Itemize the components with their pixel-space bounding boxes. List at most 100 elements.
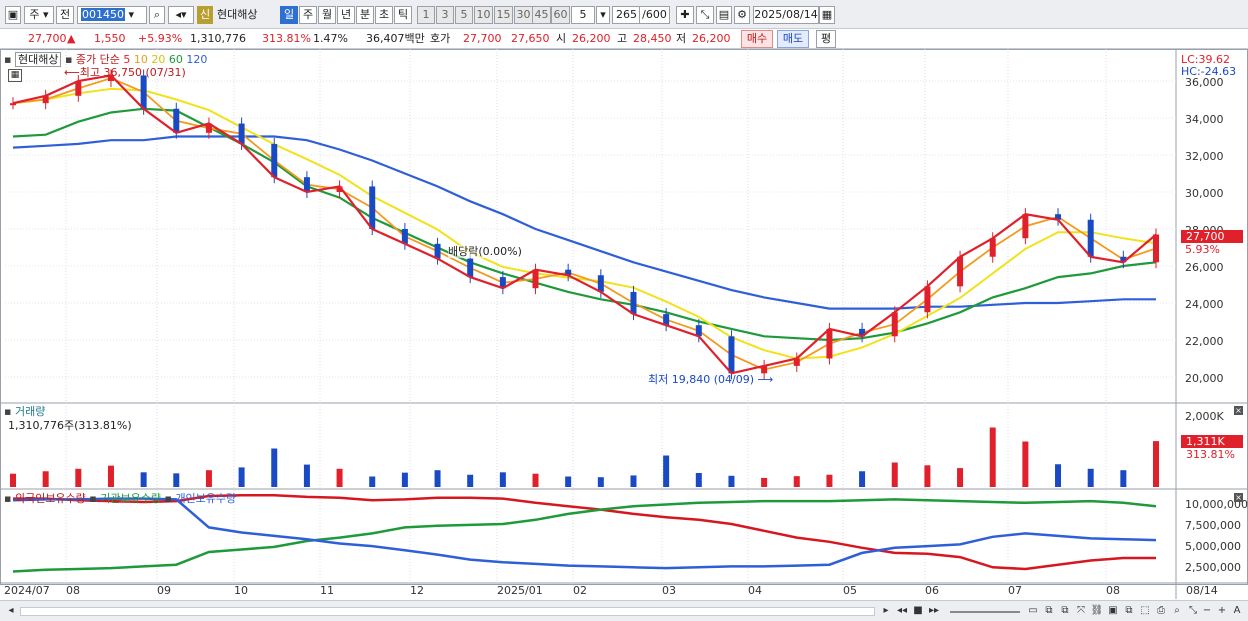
volume-bar [42,471,49,487]
period-tab-5[interactable]: 초 [375,6,393,24]
count-input[interactable]: 265 [612,6,640,24]
holding-pane-close-icon[interactable]: × [1234,493,1243,502]
speaker-icon[interactable]: ◂▾ [168,6,194,24]
volume-bar [107,465,114,487]
individual-holding-line [12,497,1157,570]
price-y-tick: 20,000 [1185,372,1224,385]
minute-preset-2[interactable]: 5 [455,6,473,24]
minute-preset-0[interactable]: 1 [417,6,435,24]
price-y-tick: 36,000 [1185,76,1224,89]
minus-icon[interactable]: − [1202,605,1212,616]
scroll-left-icon[interactable]: ◂ [8,605,14,616]
institution-holding-legend: 기관보유수량 [100,492,161,505]
copy-icon[interactable]: ⧉ [1045,605,1053,616]
volume-bar [859,471,866,487]
resize-icon[interactable]: ⤧ [1077,605,1085,616]
candle-body [205,123,212,133]
x-axis-tick: 09 [157,584,171,597]
period-tab-2[interactable]: 월 [318,6,336,24]
date-input[interactable]: 2025/08/14 [753,6,819,24]
candle-body [1055,214,1062,220]
layout-icon[interactable]: ▣ [5,6,21,24]
ma5-legend: 5 [123,53,131,66]
crop-icon[interactable]: ⬚ [1140,605,1150,616]
save-icon[interactable]: ▤ [716,6,732,24]
ma20-line [12,87,1157,360]
period-tab-4[interactable]: 분 [356,6,374,24]
minute-preset-3[interactable]: 10 [474,6,493,24]
plus-icon[interactable]: + [1217,605,1227,616]
volume-bar [924,465,931,487]
price-y-tick: 24,000 [1185,298,1224,311]
fast-forward-icon[interactable]: ▸▸ [928,605,940,616]
volume-pane-close-icon[interactable]: × [1234,406,1243,415]
candle-body [369,186,376,229]
bid-label: 호가 [430,32,451,45]
scroll-track[interactable] [20,607,875,616]
minute-preset-6[interactable]: 45 [532,6,551,24]
x-axis-tick: 08/14 [1186,584,1218,597]
ma10-line [12,77,1157,371]
foreign-holding-line [13,493,1156,571]
minute-preset-7[interactable]: 60 [551,6,570,24]
gear-icon[interactable]: ⚙ [734,6,750,24]
scroll-bar: ◂ ▸ ◂◂ ■ ▸▸ ▭ ⧉ ⧉ ⤧ ⛓ ▣ ⧉ ⬚ ⎙ ⌕ ⤡ − + A [0,600,1248,621]
volume-bar [434,470,441,487]
indicator-icon[interactable]: ✚ [676,6,694,24]
volume-bar [957,468,964,487]
x-axis-tick: 08 [1106,584,1120,597]
holding-y-tick: 2,500,000 [1185,561,1241,574]
ma-legend-label: 종가 단순 [75,53,120,66]
minute-preset-4[interactable]: 15 [494,6,513,24]
period-tab-3[interactable]: 년 [337,6,355,24]
stock-code-input[interactable]: 001450 ▾ [77,6,147,24]
print-icon[interactable]: ⎙ [1157,605,1165,616]
volume-readout: 1,310,776주(313.81%) [8,419,132,432]
period-tab-6[interactable]: 틱 [394,6,412,24]
sell-button[interactable]: 매도 [777,30,809,48]
volume-legend: ▪ 거래량 [4,405,46,418]
text-size-icon[interactable]: A [1233,605,1241,616]
period-tab-1[interactable]: 주 [299,6,317,24]
price-y-tick: 32,000 [1185,150,1224,163]
rewind-icon[interactable]: ◂◂ [896,605,908,616]
stop-icon[interactable]: ■ [913,605,923,616]
volume-bar [10,473,16,487]
up-arrow-icon: ▲ [67,32,76,45]
period-tab-0[interactable]: 일 [280,6,298,24]
candle-body [859,328,866,337]
market-label: 주 [29,8,40,21]
x-axis-tick: 06 [925,584,939,597]
search-zoom-icon[interactable]: ⌕ [1174,605,1180,616]
search-icon[interactable]: ⌕ [149,6,165,24]
last-price-tag: 27,700 [1181,230,1243,243]
scroll-right-icon[interactable]: ▸ [883,605,889,616]
layers-icon[interactable]: ⧉ [1125,605,1133,616]
image-icon[interactable]: ▣ [1108,605,1118,616]
draw-tool-icon[interactable]: ⤡ [696,6,714,24]
zoom-slider[interactable] [950,611,1020,613]
volume-bar [369,476,376,487]
minute-preset-5[interactable]: 30 [514,6,533,24]
stock-name: 현대해상 [214,6,276,24]
link-icon[interactable]: ⛓ [1090,605,1104,616]
duplicate-icon[interactable]: ⧉ [1061,605,1069,616]
zoom-out-icon[interactable]: ⤡ [1189,605,1197,616]
volume-bar [205,470,212,487]
price-y-tick: 34,000 [1185,113,1224,126]
candle-body [42,95,49,104]
window-icon[interactable]: ▭ [1028,605,1038,616]
calendar-icon[interactable]: ▦ [819,6,835,24]
high-price: 28,450 [633,32,672,45]
buy-button[interactable]: 매수 [741,30,773,48]
chart-canvas[interactable] [0,49,1248,621]
interval-dropdown-icon[interactable]: ▾ [596,6,610,24]
minute-preset-1[interactable]: 3 [436,6,454,24]
grid-toggle-icon[interactable]: ▦ [8,69,22,82]
interval-input[interactable]: 5 [571,6,595,24]
high-annotation-text: 최고 36,750 (07/31) [79,66,186,79]
x-axis-tick: 10 [234,584,248,597]
compare-button[interactable]: 전 [56,6,74,24]
market-select[interactable]: 주 ▾ [24,6,54,24]
average-button[interactable]: 평 [816,30,836,48]
